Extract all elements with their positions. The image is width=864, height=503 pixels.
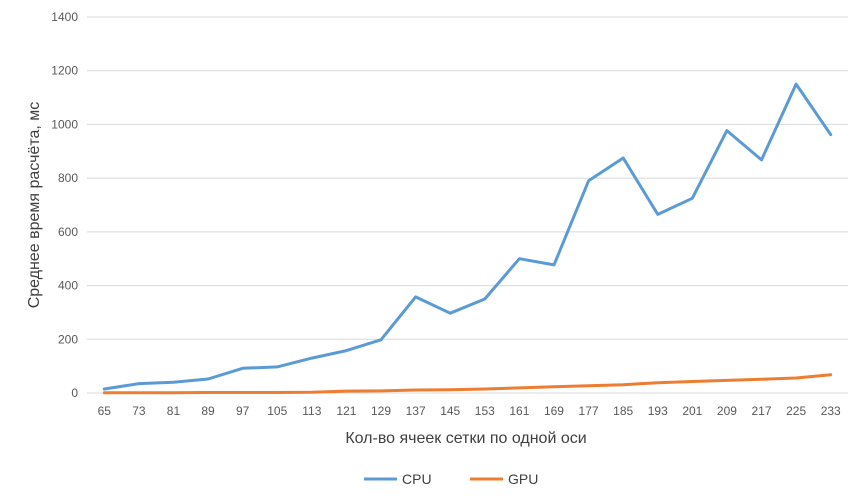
x-tick-label: 81: [167, 404, 181, 418]
legend-label-gpu: GPU: [508, 471, 538, 487]
x-tick-label: 209: [717, 404, 737, 418]
y-tick-label: 600: [58, 225, 78, 239]
x-tick-label: 201: [682, 404, 702, 418]
x-tick-label: 113: [302, 404, 321, 418]
y-tick-label: 800: [58, 171, 78, 185]
x-tick-label: 145: [440, 404, 460, 418]
y-tick-label: 200: [58, 332, 78, 346]
y-tick-label: 0: [71, 386, 78, 400]
x-tick-label: 177: [579, 404, 599, 418]
x-tick-label: 97: [236, 404, 250, 418]
series-line-gpu: [102, 373, 833, 395]
x-tick-label: 153: [475, 404, 495, 418]
y-tick-label: 400: [58, 279, 78, 293]
x-axis-title: Кол-во ячеек сетки по одной оси: [345, 430, 586, 447]
x-tick-label: 121: [336, 404, 356, 418]
y-tick-label: 1400: [51, 10, 78, 24]
x-tick-label: 225: [786, 404, 806, 418]
y-axis-title: Среднее время расчёта, мс: [26, 102, 43, 309]
x-tick-label: 169: [544, 404, 564, 418]
legend-label-cpu: CPU: [402, 471, 432, 487]
x-tick-label: 73: [132, 404, 146, 418]
x-tick-label: 161: [509, 404, 529, 418]
x-tick-label: 105: [267, 404, 287, 418]
x-tick-label: 217: [752, 404, 772, 418]
x-tick-label: 129: [371, 404, 391, 418]
y-tick-label: 1000: [51, 117, 78, 131]
gridlines: [87, 16, 848, 394]
x-tick-label: 233: [821, 404, 841, 418]
x-axis-ticks: 65 73 81 89 97 105 113 121 129 137 145 153 161 169 177…: [98, 404, 841, 418]
series-lines: [102, 82, 833, 395]
y-axis-ticks: 0 200 400 600 800 1000 1200 1400: [51, 10, 78, 400]
y-tick-label: 1200: [51, 64, 78, 78]
x-tick-label: 193: [648, 404, 668, 418]
x-tick-label: 65: [98, 404, 112, 418]
x-tick-label: 185: [613, 404, 633, 418]
series-line-cpu: [102, 82, 833, 391]
x-tick-label: 137: [406, 404, 426, 418]
legend: CPU GPU: [364, 471, 538, 487]
x-tick-label: 89: [201, 404, 215, 418]
